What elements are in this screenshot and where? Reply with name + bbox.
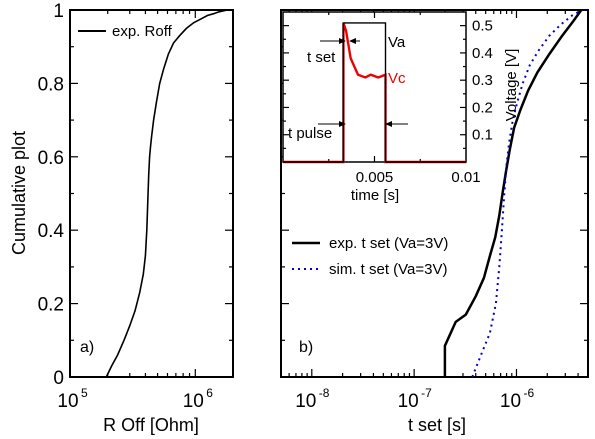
panel-b: 10 -8 10 -7 10 -6 t set [s] b) exp. t set (Va…	[280, 9, 589, 435]
legend-sim-label: sim. t set (Va=3V)	[329, 261, 448, 278]
panel-b-xtick-label: 10	[398, 391, 419, 412]
legend-exp-label: exp. t set (Va=3V)	[329, 235, 448, 252]
panel-a-xtick-labels: 10 5 10 6	[57, 386, 213, 412]
panel-a-ticks	[69, 9, 234, 378]
panel-b-xtick-exponent: -8	[319, 386, 330, 400]
inset-label-vc: Vc	[388, 70, 406, 87]
panel-b-sim-line	[471, 9, 583, 378]
inset-t-set-arrowhead-right	[349, 38, 356, 44]
panel-b-xlabel: t set [s]	[408, 415, 466, 435]
inset-ylabel: Voltage [V]	[503, 49, 520, 122]
panel-a-ytick-label: 0.2	[38, 295, 64, 316]
inset-ytick-label: 0.4	[472, 45, 493, 62]
panel-b-xtick-label: 10	[295, 391, 316, 412]
inset-series	[283, 22, 466, 164]
panel-a-xtick-exponent: 6	[206, 386, 213, 400]
inset-xlabel: time [s]	[351, 187, 399, 204]
panel-a-tag: a)	[80, 339, 94, 356]
panel-a-legend-label: exp. Roff	[112, 23, 173, 40]
panel-b-xtick-exponent: -7	[421, 386, 432, 400]
inset-t-pulse-arrowhead-right	[385, 121, 392, 127]
panel-a-ytick-label: 0.8	[38, 74, 64, 95]
inset-annotation-t-pulse: t pulse	[288, 125, 332, 142]
panel-a-xtick-label: 10	[183, 391, 204, 412]
inset-ytick-label: 0.3	[472, 72, 493, 89]
inset-ytick-label: 0.5	[472, 18, 493, 35]
inset-xtick-label: 0.01	[451, 169, 480, 186]
panel-a-series	[105, 9, 228, 378]
panel-a-ytick-label: 1	[53, 1, 64, 22]
panel-a: 00.20.40.60.81 10 5 10 6 Cumulative plot R …	[9, 1, 234, 435]
inset-background	[283, 12, 466, 162]
inset-ytick-label: 0.2	[472, 99, 493, 116]
panel-b-xtick-exponent: -6	[523, 386, 534, 400]
inset-ticks	[283, 12, 466, 162]
panel-a-xlabel: R Off [Ohm]	[103, 415, 199, 435]
panel-b-tag: b)	[299, 339, 313, 356]
panel-a-series-line	[105, 9, 228, 378]
inset-t-set-arrowhead-left	[339, 38, 346, 44]
panel-a-xtick-label: 10	[57, 391, 78, 412]
panel-a-ytick-label: 0.6	[38, 148, 64, 169]
panel-a-ytick-label: 0	[53, 368, 64, 389]
inset-t-pulse-arrowhead-left	[339, 121, 346, 127]
inset-plot: 0.1 0.2 0.3 0.4 0.5 0.005 0.01 time [s] Volta…	[282, 11, 520, 204]
inset-xtick-label: 0.005	[356, 169, 394, 186]
panel-a-ylabel: Cumulative plot	[9, 131, 29, 255]
inset-va-line	[283, 22, 466, 163]
panel-a-frame	[69, 9, 234, 378]
panel-a-ytick-label: 0.4	[38, 221, 65, 242]
inset-annotation-t-set: t set	[307, 49, 336, 66]
inset-label-va: Va	[388, 34, 406, 51]
inset-ytick-labels: 0.1 0.2 0.3 0.4 0.5	[472, 18, 493, 144]
panel-a-ytick-labels: 0 0.2 0.4 0.6 0.8 1	[38, 1, 65, 389]
panel-a-xtick-exponent: 5	[81, 386, 88, 400]
inset-xtick-labels: 0.005 0.01	[356, 169, 481, 186]
inset-ytick-label: 0.1	[472, 127, 493, 144]
panel-b-xtick-labels: 10 -8 10 -7 10 -6	[295, 386, 534, 412]
panel-b-series	[443, 9, 583, 378]
panel-b-xtick-label: 10	[500, 391, 521, 412]
